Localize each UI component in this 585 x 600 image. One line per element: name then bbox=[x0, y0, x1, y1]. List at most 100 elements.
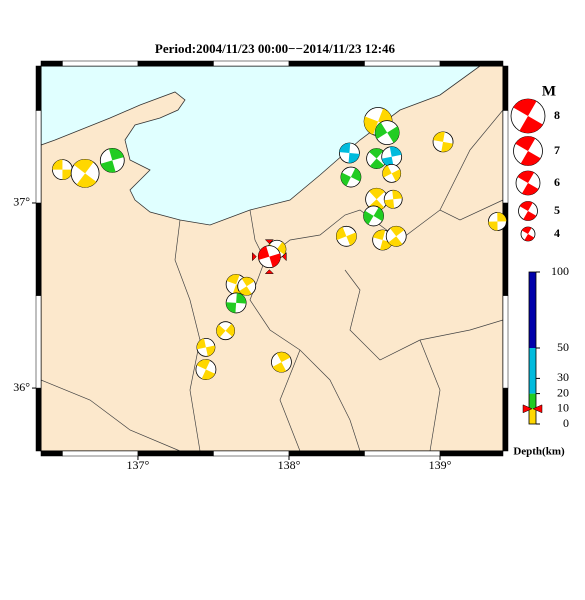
frame-segment bbox=[137, 450, 214, 457]
beachball-quadrant bbox=[519, 116, 543, 133]
beachball-quadrant bbox=[276, 352, 291, 363]
frame-segment bbox=[40, 60, 63, 67]
legend-beachball bbox=[518, 201, 538, 221]
beachball-quadrant bbox=[201, 369, 215, 380]
earthquake-event bbox=[99, 147, 125, 173]
beachball-quadrant bbox=[348, 152, 360, 163]
depth-tick-label: 30 bbox=[557, 370, 569, 384]
legend-label: 7 bbox=[554, 143, 560, 157]
frame-segment bbox=[62, 60, 139, 67]
beachball-quadrant bbox=[225, 323, 235, 337]
x-tick-label: 139° bbox=[429, 458, 452, 472]
beachball-quadrant bbox=[241, 277, 255, 287]
depth-indicator bbox=[522, 404, 533, 414]
beachball-quadrant bbox=[433, 131, 445, 142]
frame-segment bbox=[137, 60, 214, 67]
earthquake-event bbox=[196, 337, 216, 357]
beachball-quadrant bbox=[346, 232, 357, 246]
earthquake-event bbox=[216, 321, 235, 341]
depth-segment bbox=[529, 408, 536, 424]
beachball-quadrant bbox=[350, 168, 361, 182]
beachball-quadrant bbox=[364, 116, 379, 135]
beachball-quadrant bbox=[373, 207, 384, 222]
highlight-marker bbox=[264, 269, 274, 274]
frame-segment bbox=[35, 295, 42, 389]
boundary bbox=[279, 349, 301, 452]
beachball-quadrant bbox=[272, 362, 287, 373]
beachball-quadrant bbox=[497, 212, 507, 222]
frame-segment bbox=[364, 60, 441, 67]
beachball-quadrant bbox=[369, 188, 385, 200]
beachball-quadrant bbox=[524, 234, 535, 241]
frame-segment bbox=[288, 450, 365, 457]
beachball-quadrant bbox=[269, 253, 281, 268]
depth-scale-label: Depth(km) bbox=[513, 446, 565, 458]
legend-beachball bbox=[520, 226, 536, 242]
beachball-quadrant bbox=[236, 292, 247, 304]
beachball-quadrant bbox=[521, 227, 532, 234]
legend-label: 5 bbox=[554, 203, 560, 217]
beachball-quadrant bbox=[363, 210, 374, 225]
depth-tick-label: 50 bbox=[557, 340, 569, 354]
beachball-quadrant bbox=[389, 146, 402, 157]
beachball-quadrant bbox=[384, 199, 395, 209]
beachball-quadrant bbox=[336, 227, 347, 241]
boundary bbox=[174, 219, 201, 452]
beachball-quadrant bbox=[76, 173, 97, 188]
beachball-quadrant bbox=[513, 98, 537, 116]
beachball-quadrant bbox=[517, 171, 534, 183]
beachball-quadrant bbox=[226, 302, 237, 313]
depth-segment bbox=[529, 393, 536, 409]
boundary bbox=[40, 379, 181, 452]
earthquake-event bbox=[363, 205, 384, 227]
highlight-marker bbox=[264, 239, 274, 245]
frame-segment bbox=[502, 295, 509, 389]
beachball-quadrant bbox=[239, 286, 252, 296]
beachball-quadrant bbox=[205, 345, 215, 357]
earthquake-event bbox=[271, 351, 292, 373]
x-tick-label: 137° bbox=[127, 458, 150, 472]
earthquake-event bbox=[385, 225, 407, 247]
beachball-quadrant bbox=[100, 160, 116, 173]
boundary bbox=[344, 269, 504, 361]
legend-beachball bbox=[510, 98, 546, 134]
legend-beachball bbox=[513, 136, 543, 166]
earthquake-event bbox=[335, 225, 357, 247]
depth-tick-label: 10 bbox=[557, 401, 569, 415]
beachball-quadrant bbox=[52, 159, 63, 170]
frame-segment bbox=[35, 110, 42, 204]
legend-label: 6 bbox=[554, 175, 560, 189]
beachball-quadrant bbox=[108, 148, 124, 161]
earthquake-event bbox=[52, 159, 73, 181]
depth-tick-label: 100 bbox=[551, 264, 569, 278]
beachball-quadrant bbox=[515, 136, 536, 151]
beachball-quadrant bbox=[196, 359, 211, 370]
boundary bbox=[439, 109, 504, 211]
beachball-quadrant bbox=[258, 246, 270, 260]
earthquake-event bbox=[365, 187, 388, 211]
legend-label: 4 bbox=[554, 226, 560, 240]
earthquake-event bbox=[225, 292, 247, 314]
depth-tick-label: 0 bbox=[563, 416, 569, 430]
beachball-quadrant bbox=[390, 226, 405, 237]
boundary bbox=[419, 339, 441, 452]
earthquake-event bbox=[488, 212, 507, 231]
beachball-quadrant bbox=[372, 229, 386, 240]
boundaries bbox=[40, 109, 504, 452]
frame-segment bbox=[364, 450, 441, 457]
legend-label: 8 bbox=[554, 108, 560, 122]
frame-segment bbox=[35, 65, 42, 111]
earthquake-event bbox=[374, 120, 400, 146]
beachball-quadrant bbox=[276, 241, 286, 255]
depth-indicator bbox=[532, 404, 543, 414]
beachball-quadrant bbox=[226, 274, 240, 285]
earthquake-event bbox=[195, 359, 217, 380]
earthquake-event bbox=[432, 131, 454, 153]
depth-segment bbox=[529, 272, 536, 348]
earthquake-event bbox=[383, 189, 403, 209]
frame-segment bbox=[213, 60, 290, 67]
earthquake-event bbox=[339, 142, 360, 164]
beachball-quadrant bbox=[387, 126, 400, 143]
beachball-quadrant bbox=[340, 172, 351, 187]
beachball-quadrant bbox=[523, 211, 537, 221]
